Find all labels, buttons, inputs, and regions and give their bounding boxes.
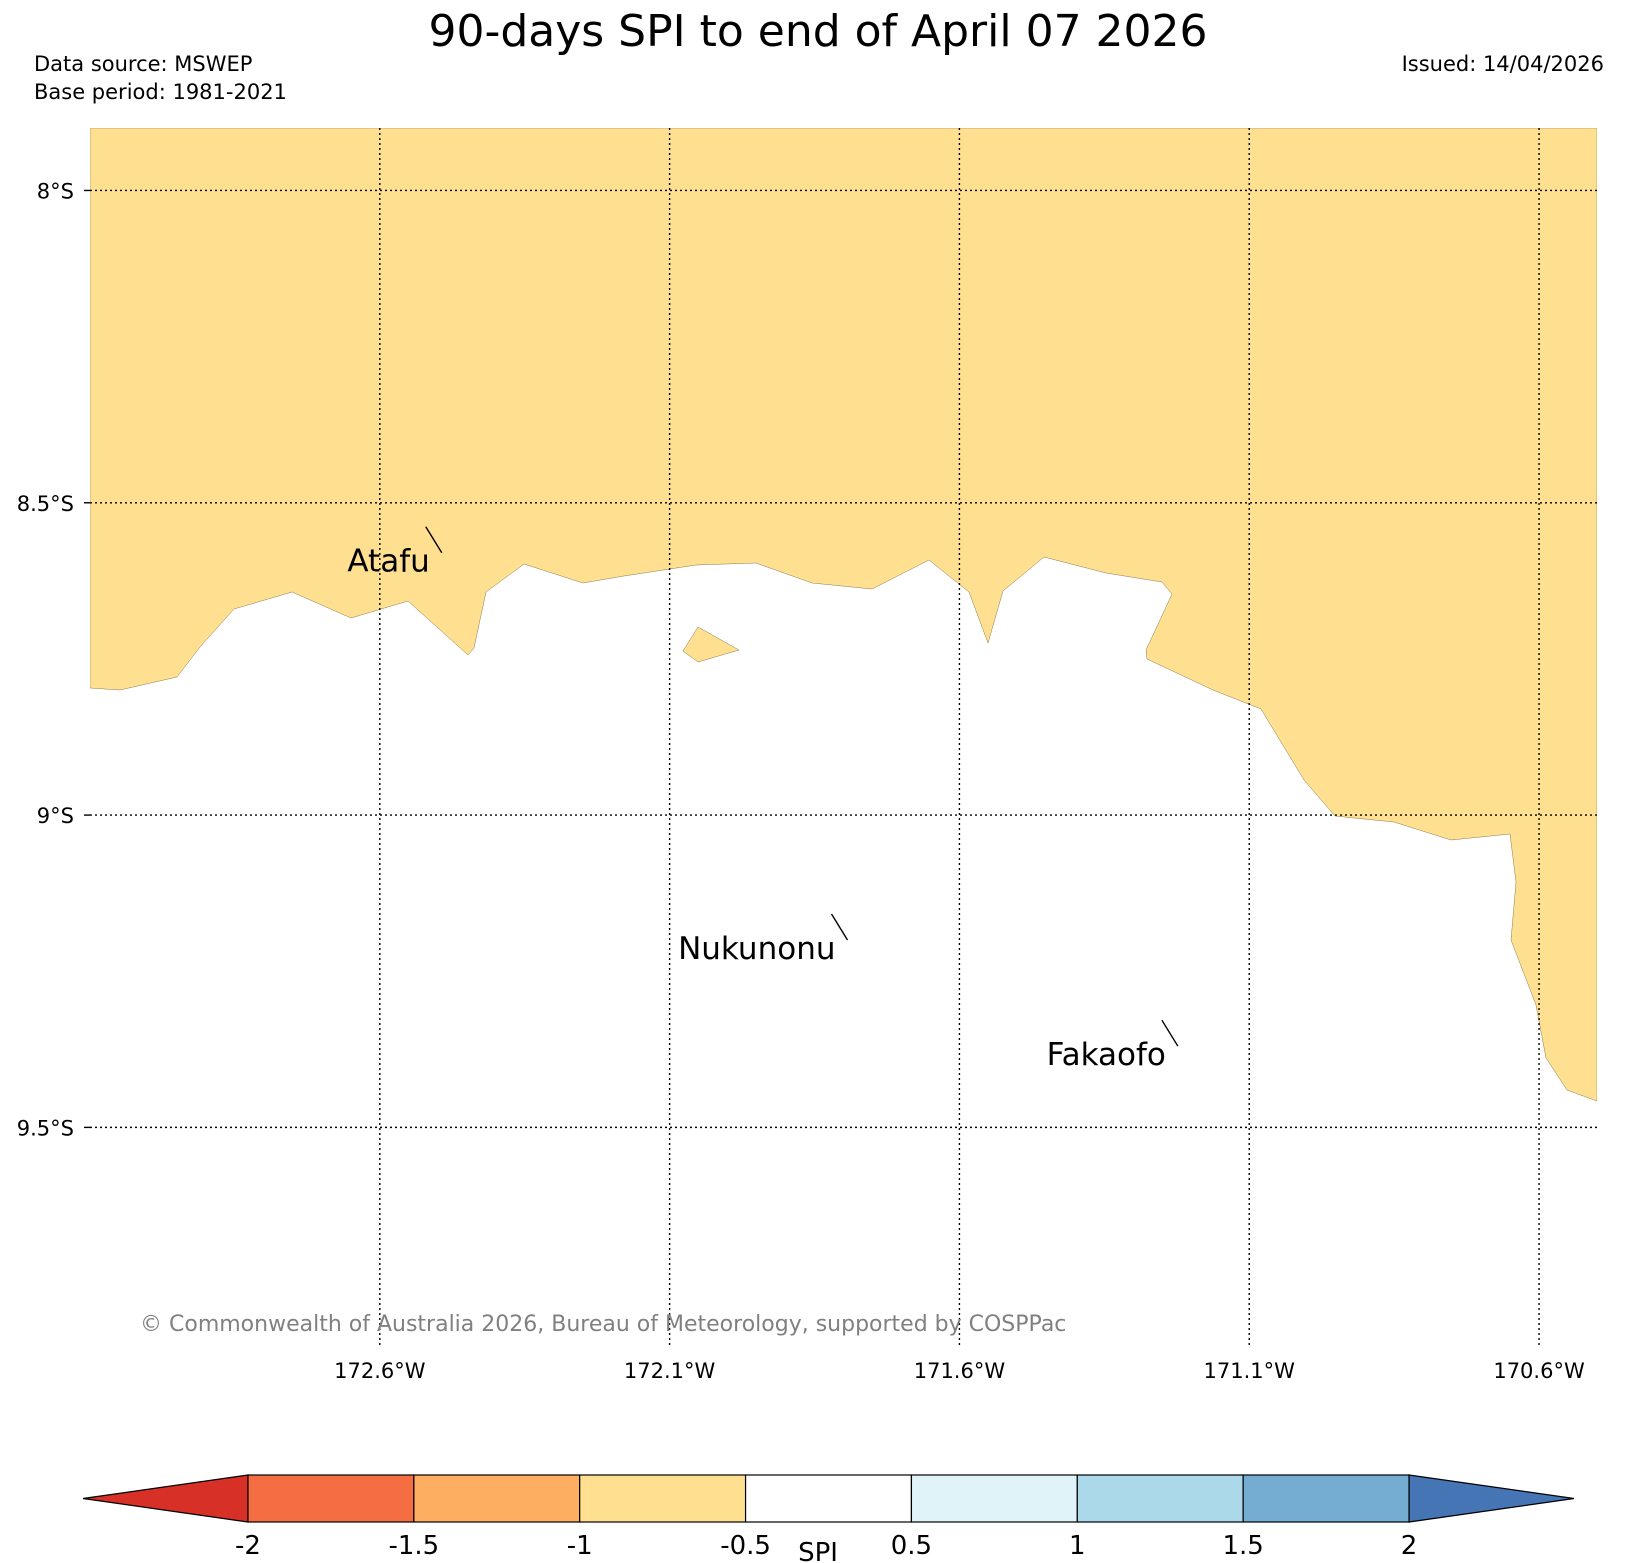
colorbar-tick-label: -0.5	[720, 1531, 771, 1561]
atoll-marker-fakaofo	[1161, 1019, 1179, 1047]
issued-date-label: Issued: 14/04/2026	[1402, 52, 1604, 76]
atoll-marker-nukunonu	[830, 913, 849, 941]
lat-tick-label: 9.5°S	[17, 1116, 74, 1140]
lon-tick-label: 171.6°W	[914, 1359, 1006, 1383]
colorbar-segment	[413, 1474, 581, 1523]
lon-tick-label: 172.1°W	[624, 1359, 716, 1383]
colorbar-segment	[1076, 1474, 1244, 1523]
colorbar-segment	[579, 1474, 747, 1523]
colorbar-label: SPI	[798, 1538, 838, 1563]
base-period-label: Base period: 1981-2021	[34, 80, 287, 104]
colorbar-tick-label: -1.5	[388, 1531, 439, 1561]
lat-tick-label: 8.5°S	[17, 492, 74, 516]
lat-tick-label: 9°S	[37, 804, 74, 828]
longitude-gridlines	[379, 128, 1540, 1346]
colorbar-segment	[744, 1474, 913, 1523]
colorbar-extend-high	[1408, 1474, 1575, 1523]
colorbar-tick-label: -1	[567, 1531, 593, 1561]
spi-dry-region	[90, 128, 1597, 1102]
map-title: 90-days SPI to end of April 07 2026	[428, 6, 1207, 57]
longitude-tick-labels: 172.6°W 172.1°W 171.6°W 171.1°W 170.6°W	[334, 1359, 1585, 1383]
colorbar-segment	[910, 1474, 1078, 1523]
colorbar-tick-label: 1	[1069, 1531, 1086, 1561]
colorbar-segment	[247, 1474, 415, 1523]
latitude-tick-labels: 8°S 8.5°S 9°S 9.5°S	[17, 179, 74, 1140]
spi-dry-islet	[682, 626, 740, 663]
lon-tick-label: 172.6°W	[334, 1359, 426, 1383]
colorbar-tick-label: 1.5	[1222, 1531, 1263, 1561]
colorbar-extend-low	[82, 1474, 249, 1523]
lon-tick-label: 170.6°W	[1493, 1359, 1585, 1383]
spi-colorbar: -2 -1.5 -1 -0.5 0.5 1 1.5 2	[82, 1474, 1575, 1561]
data-source-label: Data source: MSWEP	[34, 52, 252, 76]
place-label-fakaofo: Fakaofo	[1047, 1037, 1166, 1073]
lon-tick-label: 171.1°W	[1204, 1359, 1296, 1383]
colorbar-tick-label: 2	[1401, 1531, 1418, 1561]
latitude-gridlines	[84, 189, 1597, 1129]
place-label-atafu: Atafu	[347, 544, 429, 580]
colorbar-segment	[1242, 1474, 1410, 1523]
atoll-marker-atafu	[425, 526, 443, 554]
place-labels: Atafu Nukunonu Fakaofo	[347, 526, 1179, 1073]
lat-tick-label: 8°S	[37, 179, 74, 203]
map-plot-area: 8°S8.5°S9°S9.5°S 172.6°W 172.1°W 171.6°W 17…	[17, 128, 1597, 1383]
copyright-notice: © Commonwealth of Australia 2026, Bureau…	[140, 1312, 1066, 1337]
colorbar-tick-label: 0.5	[891, 1531, 932, 1561]
place-label-nukunonu: Nukunonu	[678, 931, 835, 967]
colorbar-tick-label: -2	[235, 1531, 261, 1561]
